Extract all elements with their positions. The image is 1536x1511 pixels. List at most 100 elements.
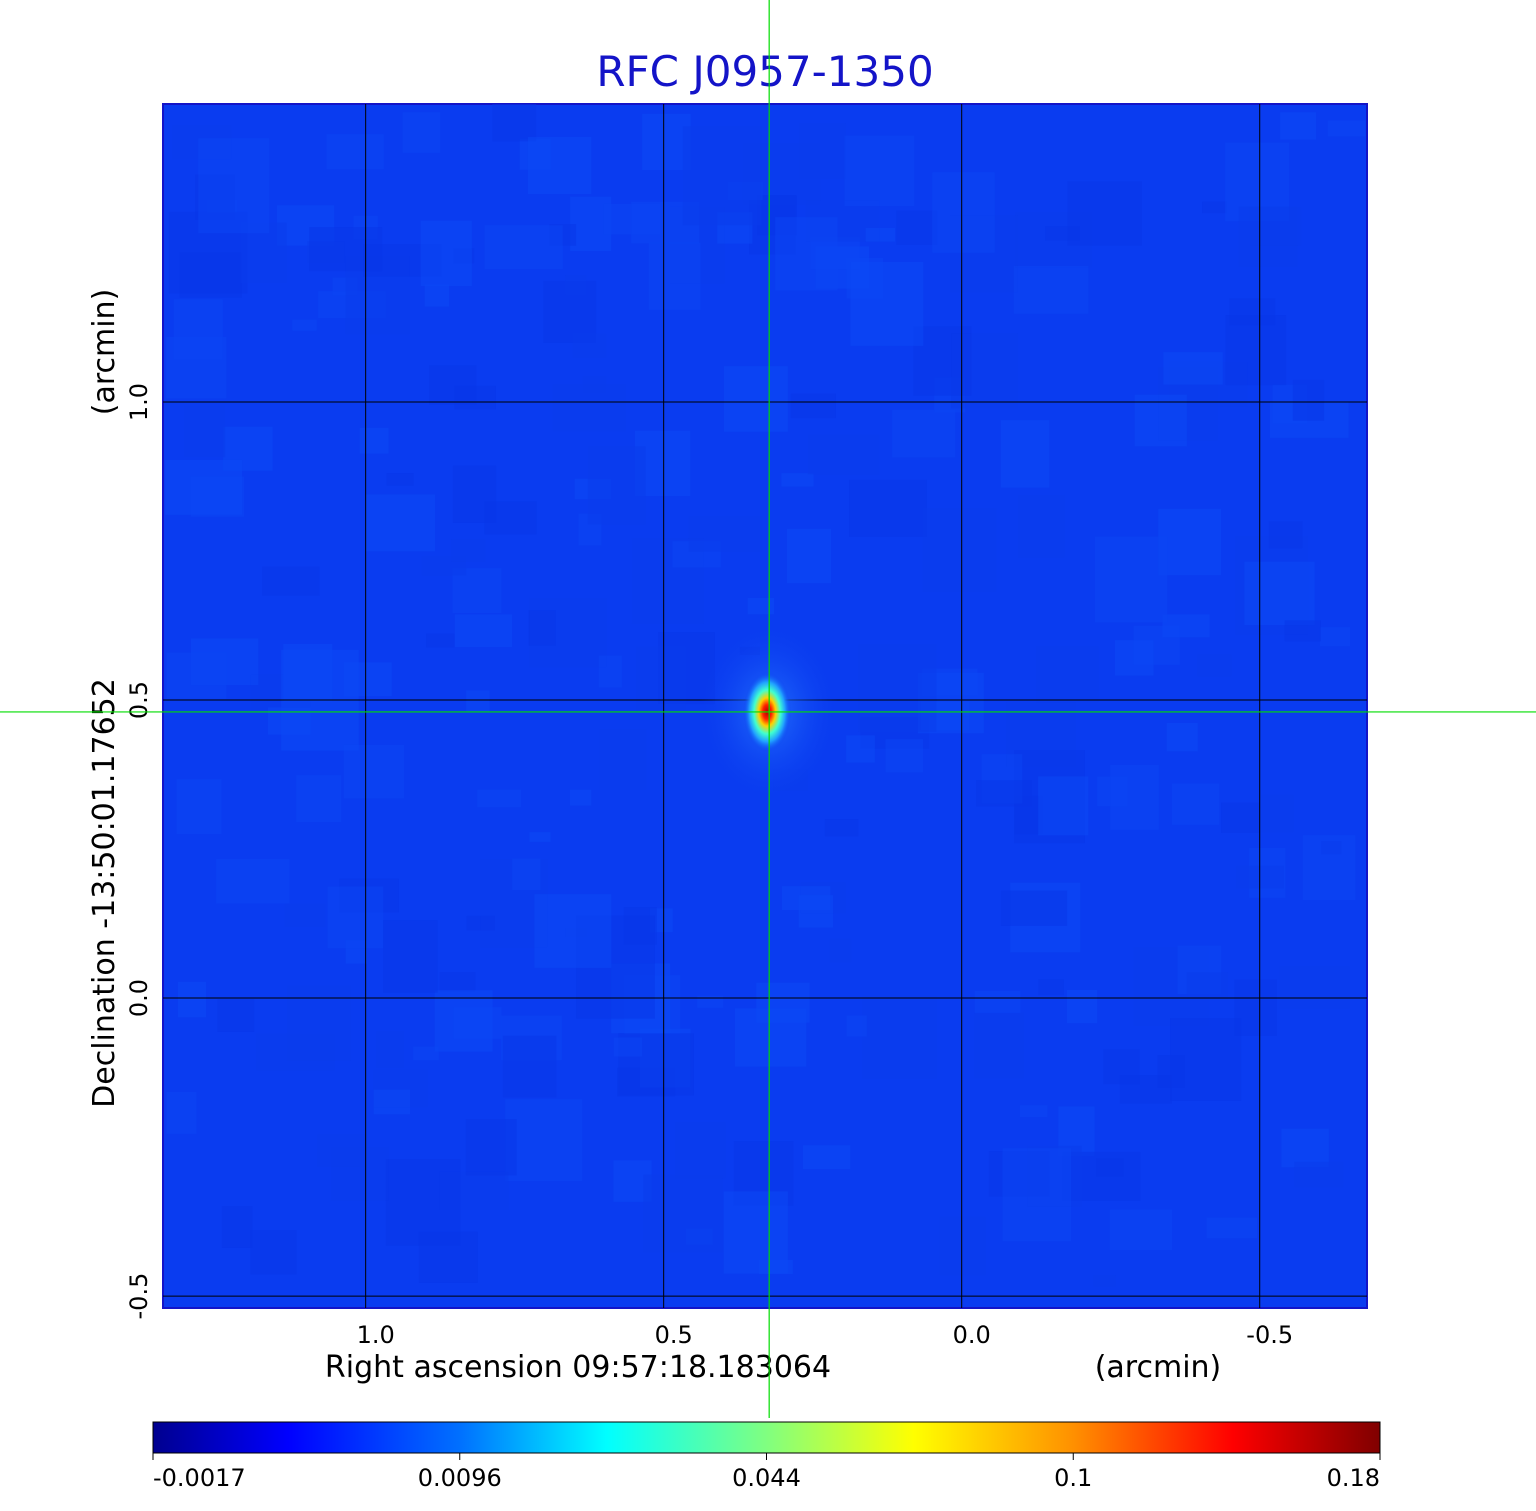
noise-patch bbox=[1186, 972, 1228, 1000]
y-tick-label: 0.0 bbox=[125, 979, 153, 1017]
noise-patch bbox=[529, 832, 551, 842]
y-tick-label: 0.5 bbox=[125, 681, 153, 719]
noise-patch bbox=[1244, 561, 1315, 626]
noise-patch bbox=[534, 894, 612, 968]
noise-patch bbox=[885, 739, 923, 773]
noise-patch bbox=[824, 819, 859, 837]
y-axis-label: Declination -13:50:01.17652 bbox=[87, 678, 122, 1108]
noise-patch bbox=[178, 981, 206, 1018]
noise-patch bbox=[1036, 646, 1099, 703]
noise-patch bbox=[1171, 783, 1220, 825]
noise-patch bbox=[613, 1037, 642, 1057]
noise-patch bbox=[803, 1145, 851, 1170]
noise-patch bbox=[1281, 1128, 1329, 1168]
noise-patch bbox=[402, 112, 441, 153]
noise-patch bbox=[844, 135, 915, 207]
noise-patch bbox=[451, 539, 486, 562]
noise-patch bbox=[697, 995, 724, 1008]
noise-patch bbox=[865, 228, 895, 242]
noise-patch bbox=[373, 1089, 410, 1115]
colorbar: -0.0017 0.0096 0.044 0.1 0.18 bbox=[152, 1421, 1381, 1492]
noise-patch bbox=[939, 1216, 986, 1276]
noise-patch bbox=[173, 299, 223, 360]
colorbar-gradient bbox=[152, 1421, 1381, 1454]
noise-patch bbox=[1206, 1217, 1258, 1239]
noise-patch bbox=[527, 137, 592, 194]
noise-patch bbox=[1284, 620, 1321, 642]
noise-patch bbox=[1038, 776, 1089, 836]
noise-patch bbox=[1234, 979, 1277, 1036]
noise-patch bbox=[184, 405, 226, 458]
noise-patch bbox=[892, 409, 956, 458]
noise-patch bbox=[1000, 890, 1068, 926]
colorbar-tick-label: -0.0017 bbox=[153, 1464, 246, 1492]
noise-patch bbox=[1013, 265, 1089, 314]
colorbar-tick-label: 0.0096 bbox=[418, 1464, 502, 1492]
noise-patch bbox=[296, 775, 342, 823]
noise-patch bbox=[799, 123, 846, 179]
noise-patch bbox=[829, 938, 852, 963]
noise-patch bbox=[365, 494, 436, 552]
noise-patch bbox=[198, 138, 270, 234]
colorbar-tick-label: 0.18 bbox=[1327, 1464, 1380, 1492]
noise-patch bbox=[735, 1008, 807, 1067]
noise-patch bbox=[858, 644, 937, 732]
x-tick-label: 0.5 bbox=[655, 1321, 693, 1349]
noise-patch bbox=[284, 903, 326, 927]
noise-patch bbox=[165, 459, 243, 515]
noise-patch bbox=[599, 729, 647, 790]
noise-patch bbox=[1158, 508, 1221, 576]
noise-patch bbox=[790, 393, 836, 419]
noise-patch bbox=[643, 1174, 723, 1253]
noise-patch bbox=[1327, 120, 1366, 137]
noise-patch bbox=[317, 1134, 368, 1167]
noise-patch bbox=[216, 859, 290, 904]
noise-patch bbox=[648, 242, 701, 310]
chart-title: RFC J0957-1350 bbox=[596, 47, 933, 96]
noise-patch bbox=[636, 646, 686, 713]
noise-patch bbox=[1038, 979, 1064, 996]
noise-patch bbox=[1279, 966, 1350, 1009]
noise-patch bbox=[484, 225, 563, 269]
noise-patch bbox=[1202, 201, 1227, 214]
noise-patch bbox=[798, 895, 834, 928]
noise-patch bbox=[418, 1231, 478, 1283]
noise-patch bbox=[603, 203, 661, 235]
noise-patch bbox=[849, 479, 927, 537]
noise-patch bbox=[1294, 1161, 1344, 1188]
noise-patch bbox=[454, 614, 513, 648]
noise-patch bbox=[1268, 521, 1303, 549]
noise-patch bbox=[1094, 536, 1168, 623]
noise-patch bbox=[217, 999, 255, 1032]
noise-patch bbox=[452, 568, 502, 613]
noise-patch bbox=[386, 473, 414, 486]
noise-patch bbox=[807, 434, 880, 475]
noise-patch bbox=[587, 446, 646, 525]
noise-patch bbox=[1319, 627, 1351, 647]
noise-patch bbox=[723, 1191, 788, 1274]
noise-patch bbox=[675, 1122, 726, 1179]
noise-patch bbox=[786, 528, 832, 584]
noise-patch bbox=[375, 1030, 404, 1068]
noise-patch bbox=[166, 1092, 197, 1134]
noise-patch bbox=[1110, 764, 1159, 830]
map-noise-texture bbox=[165, 104, 1366, 1287]
noise-patch bbox=[424, 284, 449, 307]
noise-patch bbox=[922, 508, 997, 592]
noise-patch bbox=[642, 113, 691, 171]
noise-patch bbox=[1109, 1209, 1172, 1250]
noise-patch bbox=[896, 210, 938, 245]
noise-patch bbox=[1103, 1049, 1140, 1085]
colorbar-ticks: -0.0017 0.0096 0.044 0.1 0.18 bbox=[152, 1453, 1381, 1492]
noise-patch bbox=[1017, 494, 1065, 558]
noise-patch bbox=[565, 275, 587, 295]
noise-patch bbox=[528, 610, 556, 646]
noise-patch bbox=[846, 1015, 867, 1037]
noise-patch bbox=[385, 1159, 461, 1246]
noise-patch bbox=[1261, 794, 1294, 833]
noise-patch bbox=[452, 465, 497, 523]
x-tick-label: 0.0 bbox=[953, 1321, 991, 1349]
noise-patch bbox=[850, 262, 924, 346]
noise-patch bbox=[572, 333, 607, 358]
